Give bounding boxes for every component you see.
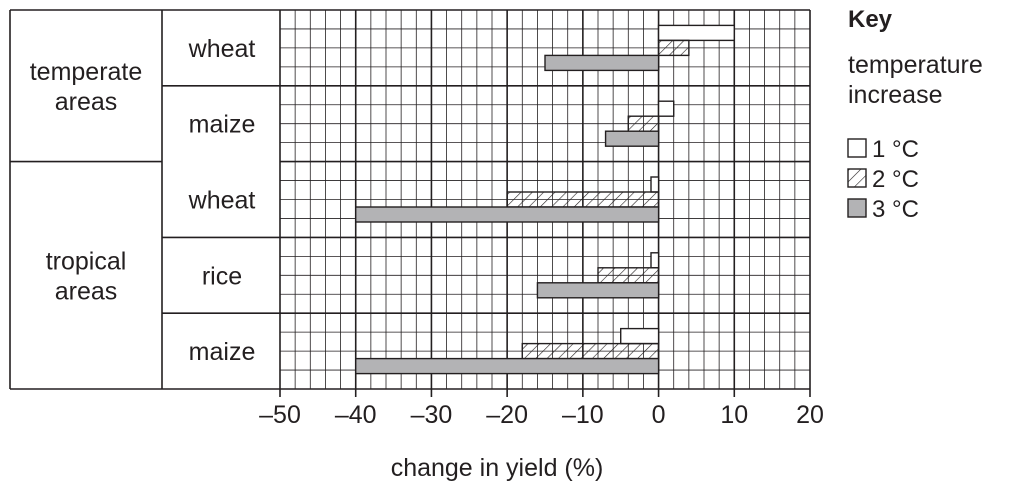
- tick-label: –50: [259, 401, 301, 429]
- bar-hatched: [521, 342, 660, 360]
- bar-hatched: [506, 191, 660, 208]
- bar-grey: [536, 282, 660, 299]
- x-axis-label: change in yield (%): [391, 454, 604, 482]
- bar-white: [650, 252, 660, 269]
- legend-swatch-hatched: [847, 168, 867, 188]
- bar-hatched: [597, 267, 660, 284]
- bar-hatched: [657, 39, 690, 57]
- bar-grey: [355, 206, 660, 223]
- category-table: temperateareaswheatmaizetropicalareaswhe…: [9, 9, 280, 390]
- category-label: maize: [189, 338, 256, 366]
- bar-grey: [355, 357, 660, 375]
- group-label: areas: [55, 277, 118, 305]
- bar-white: [650, 176, 660, 193]
- group-label: areas: [55, 88, 118, 116]
- tick-label: –30: [411, 401, 453, 429]
- legend-swatch-grey: [847, 198, 867, 218]
- legend-subtitle: increase: [848, 81, 943, 109]
- category-label: wheat: [188, 35, 256, 63]
- tick-label: –10: [562, 401, 604, 429]
- category-label: wheat: [188, 187, 256, 215]
- tick-label: 20: [796, 401, 824, 429]
- legend-subtitle: temperature: [848, 51, 983, 79]
- tick-label: 10: [720, 401, 748, 429]
- bar-hatched: [627, 115, 660, 132]
- bar-grey: [544, 54, 660, 72]
- category-label: maize: [189, 111, 256, 139]
- legend-item-label: 1 °C: [872, 136, 919, 163]
- legend-item-label: 2 °C: [872, 166, 919, 193]
- bar-white: [620, 327, 660, 345]
- group-label: temperate: [30, 58, 143, 86]
- category-label: rice: [202, 262, 242, 290]
- group-label: tropical: [46, 247, 127, 275]
- x-axis-ticks: –50 –40 –30 –20 –10 0 10 20: [259, 389, 824, 429]
- tick-label: –20: [486, 401, 528, 429]
- tick-label: –40: [335, 401, 377, 429]
- legend-swatch-white: [847, 138, 867, 158]
- bar-grey: [604, 130, 660, 147]
- bar-white: [657, 100, 675, 117]
- legend-title: Key: [848, 6, 893, 33]
- tick-label: 0: [652, 401, 666, 429]
- bar-white: [657, 24, 735, 42]
- bars: [355, 24, 735, 375]
- legend-item-label: 3 °C: [872, 196, 919, 223]
